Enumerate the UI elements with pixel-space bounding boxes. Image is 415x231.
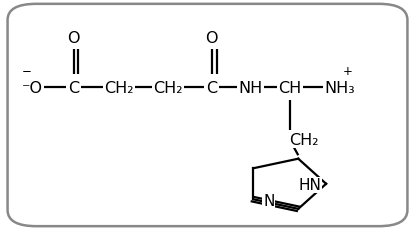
- Text: N: N: [263, 193, 275, 208]
- Text: C: C: [68, 81, 79, 96]
- Text: HN: HN: [298, 178, 321, 193]
- Text: NH: NH: [239, 81, 263, 96]
- Text: ⁻O: ⁻O: [22, 81, 43, 96]
- Text: CH₂: CH₂: [104, 81, 134, 96]
- Text: O: O: [67, 30, 80, 45]
- Text: +: +: [343, 64, 353, 77]
- Text: O: O: [205, 30, 218, 45]
- Text: C: C: [206, 81, 217, 96]
- Text: CH: CH: [278, 81, 302, 96]
- FancyBboxPatch shape: [7, 5, 408, 226]
- Text: CH₂: CH₂: [154, 81, 183, 96]
- Text: NH₃: NH₃: [324, 81, 355, 96]
- Text: −: −: [22, 64, 32, 77]
- Text: CH₂: CH₂: [290, 132, 319, 147]
